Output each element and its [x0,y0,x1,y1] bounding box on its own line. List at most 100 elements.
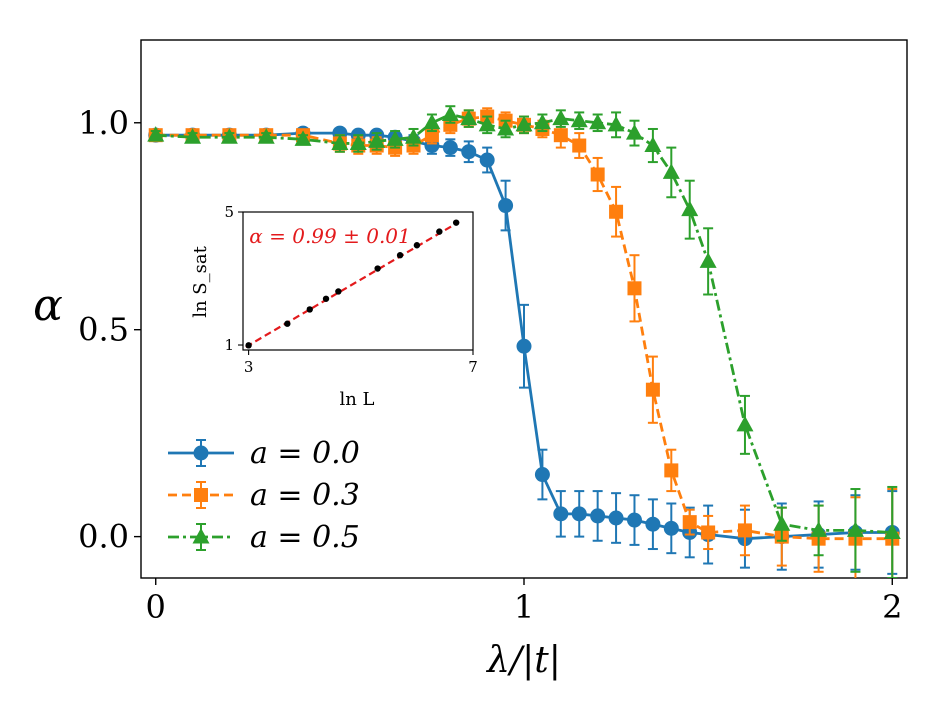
x-tick-label: 2 [882,588,902,626]
data-point [368,132,386,148]
data-point [442,140,458,156]
inset-x-label: ln L [339,389,374,410]
data-point [699,252,717,268]
inset-point [413,242,421,249]
inset-y-tick-label: 1 [224,336,234,354]
data-point [443,117,458,132]
data-point [441,105,459,121]
data-point [609,204,624,219]
main-plot: 0 1 2 0.0 0.5 1.0 λ/|t| α [33,39,908,681]
data-point [405,128,423,144]
data-point [737,523,752,538]
data-point [294,130,312,146]
data-point [590,167,605,182]
data-point [461,144,477,160]
data-point [773,515,791,531]
data-point [644,136,662,153]
axis-ticks: 0 1 2 0.0 0.5 1.0 [78,104,902,626]
data-point [331,134,349,150]
series-0.5 [147,105,901,578]
data-point [423,113,441,130]
data-point [701,525,716,540]
data-point [883,523,901,539]
legend-label: a = 0.0 [250,436,360,471]
data-point [386,130,404,146]
inset-point [396,252,404,259]
legend-label: a = 0.5 [250,520,360,555]
data-point [645,382,660,397]
data-point [736,415,754,432]
data-point [516,338,532,354]
data-point [846,521,864,537]
data-point [572,138,587,153]
inset-x-tick-label: 3 [244,358,254,376]
data-point [662,163,680,179]
data-point [607,115,625,132]
data-point [533,113,551,130]
data-point [257,128,275,144]
inset-point [322,295,330,302]
inset-series-layer [245,219,460,349]
legend-marker [194,488,208,502]
y-tick-label: 1.0 [78,104,129,142]
data-point [478,115,496,132]
data-point [498,198,514,214]
inset-point [335,288,342,295]
legend-marker [192,528,210,544]
inset-frame [242,211,474,351]
inset-point [436,228,443,235]
legend-entry: a = 0.0 [168,436,360,471]
inset-fit-line [245,220,460,348]
data-point [682,515,697,530]
y-axis-label: α [33,280,63,331]
data-point [220,128,238,144]
data-point [810,521,828,537]
inset-point [284,320,291,327]
inset-x-tick-label: 7 [468,358,478,376]
data-point [515,115,533,132]
data-point [479,152,495,168]
data-point [570,111,588,128]
inset-point [306,306,313,313]
inset-point [374,265,381,272]
data-point [184,128,202,144]
legend-label: a = 0.3 [250,478,360,513]
data-point [460,109,478,126]
inset-annotation: α = 0.99 ± 0.01 [249,224,411,248]
data-point [627,281,642,296]
series-layer [147,105,901,578]
inset-y-tick-label: 5 [224,203,234,221]
data-point [626,512,642,528]
data-point [534,467,550,483]
inset-plot: 3 7 1 5 α = 0.99 ± 0.01 ln L ln S_sat [190,203,478,410]
x-tick-label: 1 [514,588,534,626]
data-point [663,520,679,536]
y-tick-label: 0.0 [78,518,129,556]
data-point [571,506,587,522]
data-point [349,134,367,150]
data-point [590,508,606,524]
legend-entry: a = 0.5 [168,520,360,555]
inset-point [245,342,252,349]
y-tick-label: 0.5 [78,311,129,349]
x-tick-label: 0 [146,588,166,626]
data-point [681,200,699,217]
legend-marker [193,445,209,461]
data-point [553,506,569,522]
data-point [645,516,661,532]
data-point [497,119,515,136]
inset-point [452,219,460,226]
data-point [608,510,624,526]
data-point [664,463,679,478]
x-axis-label: λ/|t| [485,640,561,681]
legend-entry: a = 0.3 [168,478,360,513]
data-point [589,113,607,130]
legend: a = 0.0 a = 0.3 a = 0.5 [168,436,360,555]
data-point [553,128,568,143]
data-point [552,109,570,126]
data-point [625,124,643,140]
inset-axis-ticks: 3 7 1 5 [224,203,477,376]
inset-y-label: ln S_sat [190,245,211,317]
data-point [147,126,165,142]
